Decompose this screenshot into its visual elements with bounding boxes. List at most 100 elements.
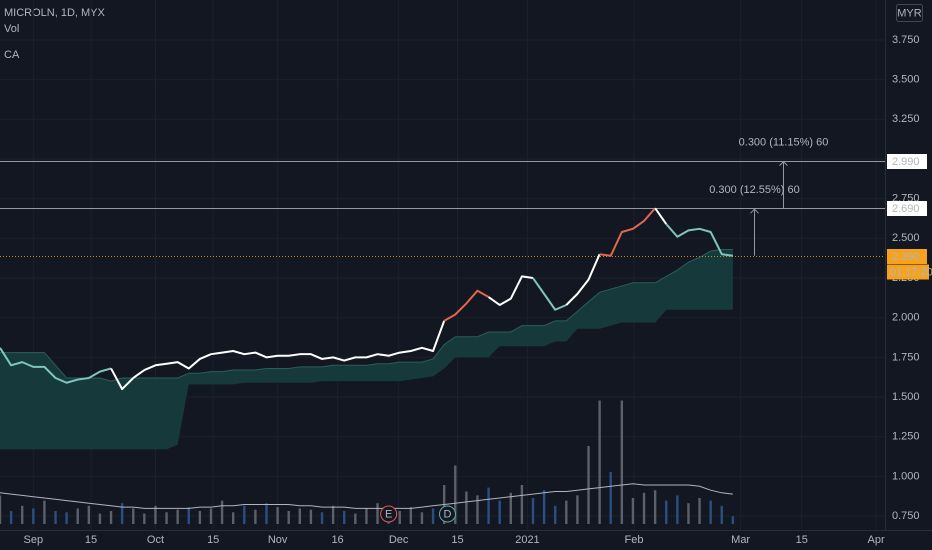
volume-bar <box>687 503 690 524</box>
volume-bar <box>298 508 302 524</box>
x-tick-label: 15 <box>85 534 97 546</box>
volume-bar <box>576 495 579 524</box>
cloud-upper-edge <box>0 248 733 382</box>
volume-bar <box>498 500 501 524</box>
y-tick-label: 1.250 <box>892 431 920 443</box>
y-tick-label: 2.000 <box>892 312 920 324</box>
volume-bar <box>487 487 490 524</box>
volume-bar <box>598 400 601 524</box>
volume-bar <box>220 500 224 524</box>
price-line <box>488 275 534 306</box>
y-tick-label: 1.500 <box>892 391 920 403</box>
x-tick-label: 15 <box>207 534 219 546</box>
measure-arrow <box>750 208 759 214</box>
volume-bar <box>343 511 346 524</box>
volume-bar <box>642 492 646 524</box>
volume-bar <box>176 509 179 524</box>
event-marker <box>438 505 456 523</box>
price-line <box>0 347 112 384</box>
volume-bar <box>509 492 512 524</box>
y-tick-label: 3.750 <box>892 34 920 46</box>
level-label: 2.990 <box>892 156 920 168</box>
last-price-label: 2.390 <box>892 251 920 263</box>
volume-bar <box>365 508 368 524</box>
x-tick-label: 15 <box>796 534 808 546</box>
volume-bar <box>231 512 235 524</box>
volume-bar <box>476 495 479 524</box>
event-label: D <box>444 508 452 520</box>
price-line <box>110 320 446 391</box>
x-tick-label: Mar <box>731 534 750 546</box>
price-line <box>599 207 656 257</box>
volume-bar <box>520 485 524 524</box>
volume-bar <box>631 498 635 524</box>
x-tick-label: Feb <box>625 534 644 546</box>
level-label: 2.690 <box>892 203 920 215</box>
currency-label[interactable]: MYR <box>897 7 922 19</box>
legend-ca: CA <box>4 49 20 61</box>
volume-bar <box>143 513 146 524</box>
volume-bar <box>698 498 701 524</box>
x-tick-label: Sep <box>24 534 44 546</box>
price-line <box>665 223 734 257</box>
volume-bar <box>331 505 335 524</box>
volume-bar <box>720 505 723 524</box>
y-tick-label: 1.750 <box>892 351 920 363</box>
price-line <box>532 277 567 311</box>
volume-ma-line <box>0 483 733 509</box>
event-label: E <box>385 508 392 520</box>
volume-bar <box>531 498 535 524</box>
volume-bar <box>76 508 79 524</box>
volume-bar <box>243 505 246 524</box>
volume-bar <box>565 500 568 524</box>
volume-bar <box>32 508 35 524</box>
volume-bar <box>320 512 324 524</box>
volume-bar <box>87 505 91 524</box>
event-marker <box>380 505 398 523</box>
x-tick-label: Oct <box>147 534 164 546</box>
volume-bar <box>165 512 168 524</box>
volume-bar <box>254 509 257 524</box>
volume-bar <box>132 508 135 524</box>
volume-bar <box>9 511 13 524</box>
volume-bar <box>109 511 113 524</box>
volume-bar <box>43 500 46 524</box>
level-label-box <box>887 201 927 216</box>
volume-bar <box>709 500 712 524</box>
measure-label: 0.300 (12.55%) 60 <box>709 184 800 196</box>
volume-bar <box>587 446 590 524</box>
symbol-title: MICROLN, 1D, MYX <box>4 7 106 19</box>
currency-button[interactable] <box>896 4 923 22</box>
x-tick-label: 16 <box>331 534 343 546</box>
legend-vol: Vol <box>4 23 19 35</box>
volume-bar <box>120 503 124 524</box>
x-tick-label: 2021 <box>515 534 539 546</box>
volume-bar <box>309 509 313 524</box>
x-tick-label: Apr <box>868 534 885 546</box>
countdown-label: 01:17:20 <box>890 266 932 278</box>
volume-bar <box>420 512 424 524</box>
x-tick-label: Nov <box>268 534 288 546</box>
volume-bar <box>65 512 68 524</box>
measure-arrow <box>779 160 788 166</box>
volume-bar <box>276 507 279 524</box>
volume-bar <box>154 505 157 524</box>
last-price-box <box>887 249 927 264</box>
cloud-area <box>0 249 733 450</box>
volume-bar <box>653 490 657 524</box>
volume-bar <box>187 507 190 524</box>
volume-bar <box>209 508 213 524</box>
price-line <box>443 289 490 322</box>
volume-bar <box>98 513 102 524</box>
volume-bar <box>21 505 24 524</box>
volume-bar <box>620 400 624 524</box>
y-tick-label: 3.500 <box>892 74 920 86</box>
volume-bar <box>554 505 557 524</box>
countdown-box <box>887 264 929 280</box>
measure-label: 0.300 (11.15%) 60 <box>739 136 829 148</box>
volume-bar <box>542 490 546 524</box>
volume-bar <box>665 500 668 524</box>
price-line <box>565 253 601 306</box>
